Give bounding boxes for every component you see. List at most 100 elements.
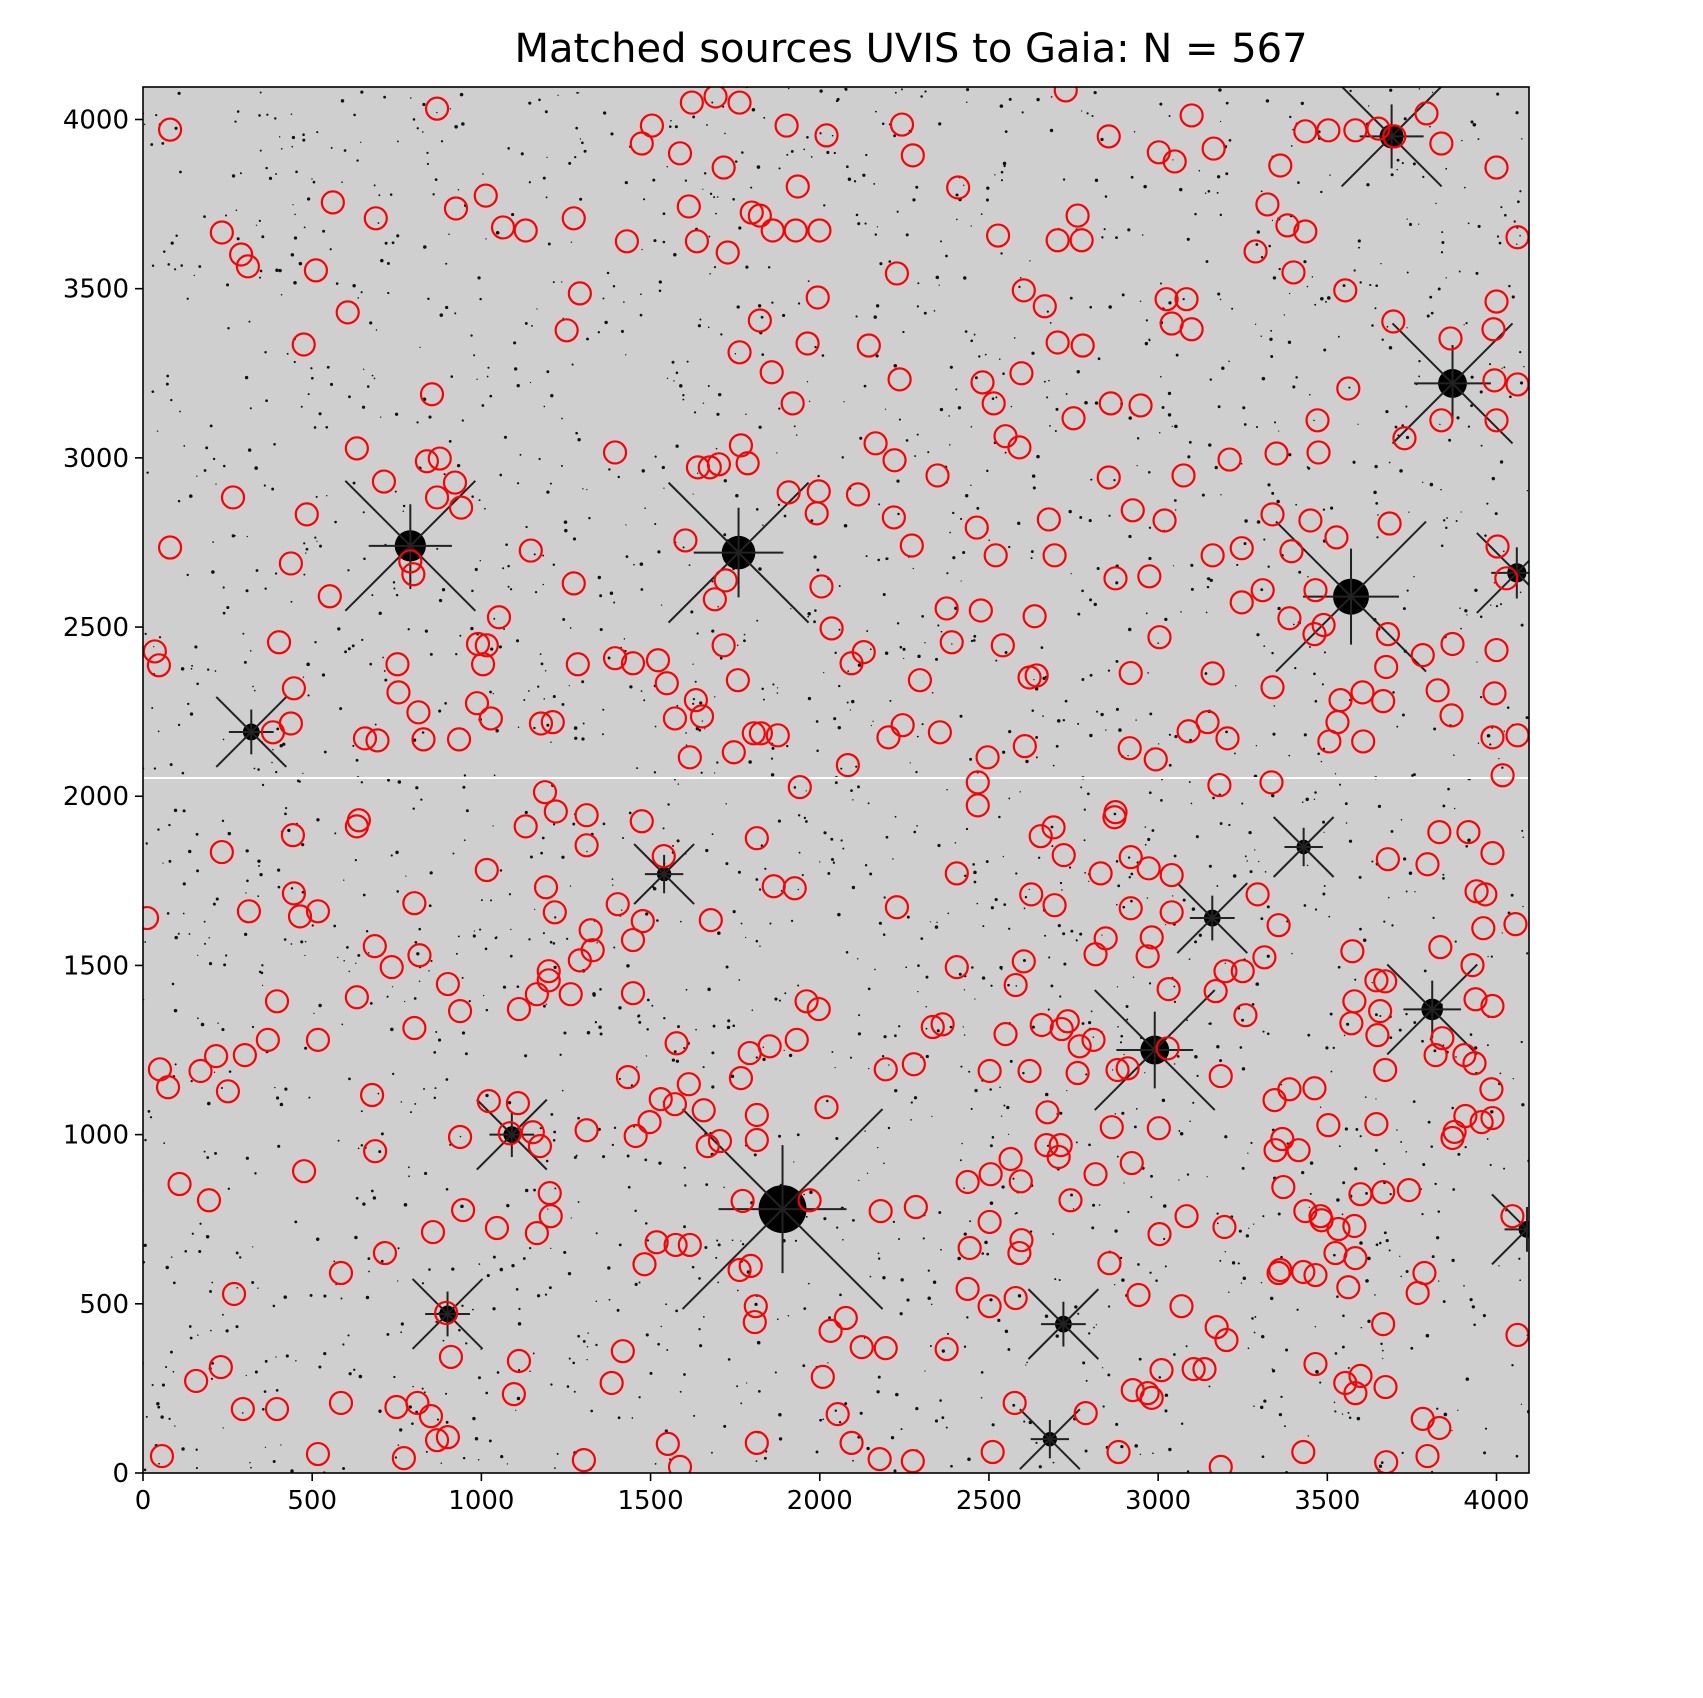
background-star: [482, 173, 484, 175]
matched-source-marker: [1200, 661, 1225, 686]
background-star: [892, 1220, 896, 1223]
background-star: [677, 1025, 680, 1029]
matched-source-marker: [1042, 893, 1067, 918]
matched-source-marker: [1250, 578, 1275, 603]
background-star: [1090, 478, 1093, 481]
background-star: [843, 523, 848, 528]
matched-source-marker: [155, 1075, 181, 1100]
background-star: [377, 1092, 380, 1095]
background-star: [965, 101, 968, 104]
background-star: [1364, 1096, 1367, 1098]
background-star: [864, 222, 867, 225]
background-star: [962, 184, 965, 187]
background-star: [445, 1187, 449, 1191]
matched-source-marker: [907, 668, 933, 693]
matched-source-marker: [230, 1396, 255, 1422]
matched-source-marker: [434, 1300, 459, 1326]
background-star: [657, 1342, 661, 1346]
background-star: [1120, 1034, 1124, 1038]
background-star: [1515, 1454, 1519, 1458]
background-star: [429, 652, 433, 656]
background-star: [1396, 725, 1399, 728]
background-star: [658, 280, 662, 284]
matched-source-marker: [1381, 309, 1406, 334]
matched-source-marker: [1324, 525, 1349, 550]
background-star: [1445, 167, 1448, 170]
background-star: [462, 1456, 466, 1460]
background-star: [1164, 1393, 1169, 1398]
background-star: [838, 684, 841, 688]
background-star: [842, 847, 845, 850]
background-star: [1148, 982, 1152, 985]
background-star: [1377, 514, 1379, 516]
background-star: [697, 324, 701, 328]
background-star: [143, 123, 146, 126]
background-star: [1435, 1236, 1440, 1240]
background-star: [386, 262, 390, 265]
background-star: [1175, 353, 1179, 357]
matched-source-marker: [1007, 1240, 1032, 1266]
background-star: [851, 699, 855, 704]
background-star: [1273, 705, 1276, 707]
background-star: [878, 921, 882, 925]
background-star: [561, 855, 565, 859]
background-star: [827, 871, 831, 875]
background-star: [717, 1281, 720, 1284]
background-star: [1328, 915, 1331, 918]
background-star: [258, 864, 260, 867]
matched-source-marker: [157, 535, 183, 560]
matched-source-marker: [955, 1169, 980, 1195]
background-star: [991, 397, 995, 400]
background-star: [222, 611, 226, 615]
matched-source-marker: [1174, 287, 1199, 312]
background-star: [989, 1088, 992, 1091]
background-star: [970, 425, 973, 428]
background-star: [989, 1201, 994, 1205]
matched-source-marker: [1106, 1439, 1131, 1465]
background-star: [166, 374, 170, 378]
matched-source-marker: [419, 382, 445, 407]
background-star: [361, 638, 364, 641]
matched-source-marker: [1306, 440, 1331, 465]
background-star: [803, 816, 807, 820]
background-star: [1096, 710, 1099, 713]
background-star: [711, 1085, 715, 1089]
background-star: [973, 333, 976, 336]
background-star: [1427, 1120, 1431, 1124]
background-star: [743, 639, 746, 643]
background-star: [258, 114, 261, 117]
background-star: [1092, 1036, 1095, 1038]
matched-source-marker: [730, 1188, 755, 1214]
background-star: [641, 248, 643, 251]
background-star: [203, 1150, 206, 1153]
background-star: [690, 610, 694, 614]
background-star: [807, 612, 811, 616]
background-star: [767, 266, 771, 269]
background-star: [1474, 588, 1478, 592]
matched-source-marker: [1264, 441, 1289, 466]
background-star: [758, 888, 762, 891]
matched-source-marker: [715, 240, 740, 265]
background-star: [1303, 260, 1307, 264]
background-star: [250, 1466, 252, 1469]
background-star: [566, 1385, 570, 1388]
background-star: [1051, 845, 1054, 848]
y-tick-label: 2000: [63, 782, 129, 812]
background-star: [245, 1374, 247, 1377]
background-star: [295, 170, 298, 174]
background-star: [1288, 292, 1291, 295]
background-star: [885, 835, 889, 839]
background-star: [519, 453, 522, 456]
background-star: [864, 1130, 866, 1132]
background-star: [745, 413, 747, 416]
background-star: [999, 1086, 1001, 1089]
background-star: [1319, 1381, 1322, 1384]
background-star: [698, 728, 702, 732]
background-star: [821, 354, 825, 357]
background-star: [1296, 1308, 1299, 1311]
background-star: [161, 1383, 165, 1387]
background-star: [234, 534, 236, 537]
background-star: [1271, 219, 1274, 222]
background-star: [757, 1389, 761, 1393]
background-star: [783, 1049, 785, 1052]
